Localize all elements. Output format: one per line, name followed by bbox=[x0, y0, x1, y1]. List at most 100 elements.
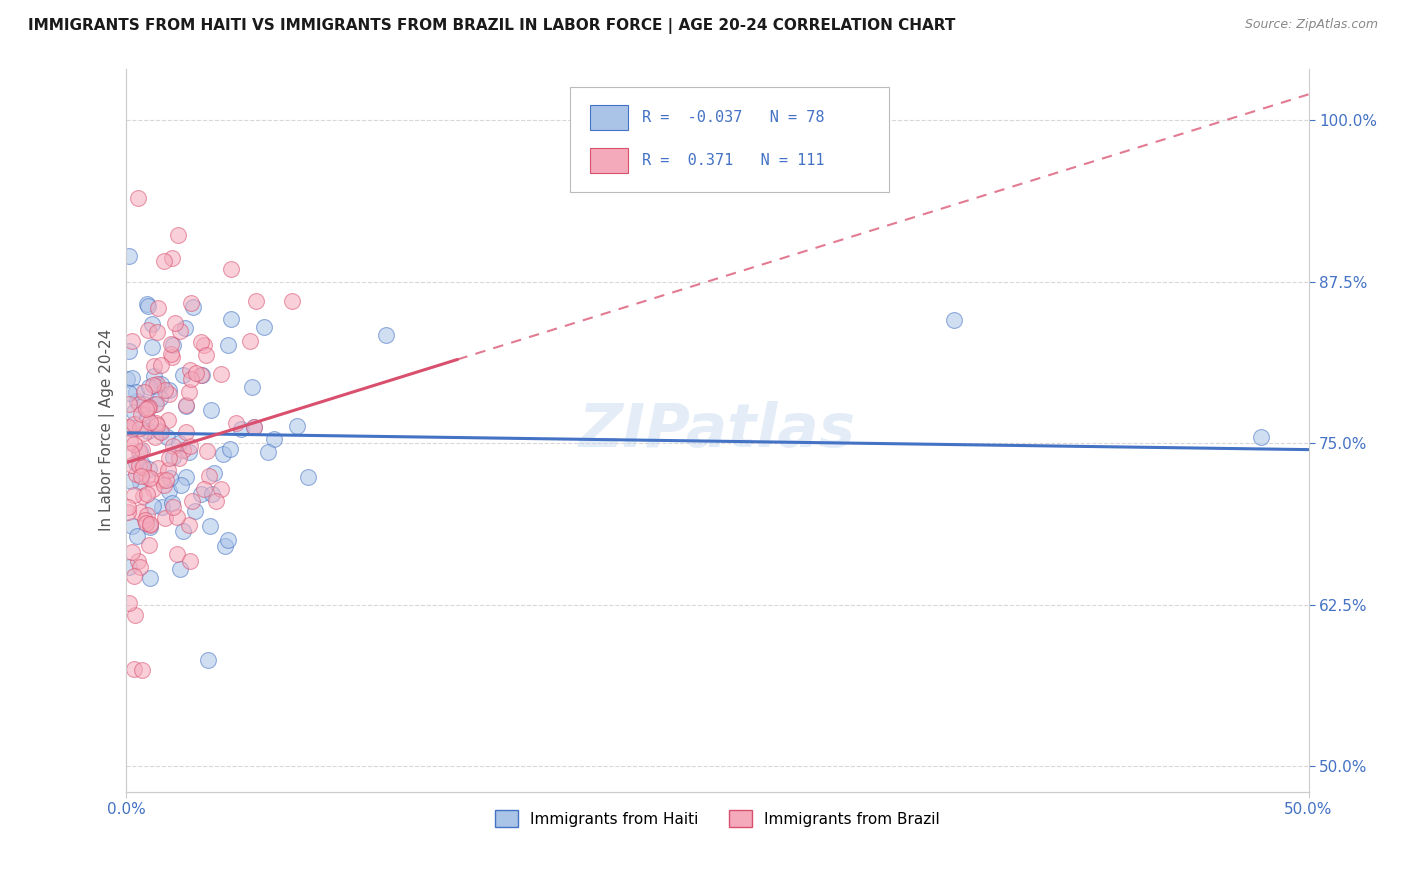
Point bbox=[129, 407, 152, 421]
Point bbox=[124, 456, 146, 470]
Point bbox=[176, 425, 198, 439]
Point bbox=[263, 432, 285, 446]
Point bbox=[242, 420, 264, 434]
Point bbox=[135, 469, 157, 483]
Point bbox=[117, 420, 139, 434]
Point bbox=[285, 419, 308, 434]
Point bbox=[198, 519, 221, 533]
Point bbox=[1250, 430, 1272, 444]
Point bbox=[120, 474, 142, 488]
Point bbox=[162, 251, 184, 265]
Point bbox=[150, 473, 173, 487]
Point bbox=[167, 435, 190, 450]
Point bbox=[142, 500, 165, 514]
Point bbox=[190, 334, 212, 349]
Point bbox=[118, 344, 141, 359]
Point bbox=[135, 487, 157, 501]
Point bbox=[129, 505, 152, 519]
Point bbox=[132, 384, 155, 399]
Point bbox=[157, 451, 180, 466]
Point bbox=[190, 487, 212, 501]
Point bbox=[117, 500, 139, 514]
Point bbox=[190, 368, 212, 382]
Point bbox=[172, 524, 194, 538]
Point bbox=[157, 383, 180, 397]
Point bbox=[157, 387, 180, 401]
Point bbox=[173, 321, 195, 335]
Point bbox=[245, 294, 267, 309]
Point bbox=[132, 459, 155, 474]
Point bbox=[139, 416, 162, 430]
Point bbox=[162, 500, 184, 515]
Point bbox=[205, 494, 228, 508]
Point bbox=[118, 596, 141, 610]
Point bbox=[157, 483, 180, 498]
Point bbox=[122, 405, 145, 419]
Point bbox=[129, 468, 152, 483]
Point bbox=[152, 253, 174, 268]
Point bbox=[121, 458, 143, 473]
Point bbox=[174, 470, 197, 484]
Point bbox=[167, 228, 190, 243]
Point bbox=[122, 417, 145, 432]
Point bbox=[195, 444, 218, 458]
Point bbox=[122, 437, 145, 451]
Point bbox=[193, 483, 215, 497]
Point bbox=[127, 191, 149, 205]
Text: R =  -0.037   N = 78: R = -0.037 N = 78 bbox=[643, 110, 824, 125]
Point bbox=[200, 403, 222, 417]
Point bbox=[149, 392, 172, 406]
Point bbox=[160, 496, 183, 510]
Point bbox=[124, 467, 146, 481]
Point bbox=[242, 419, 264, 434]
Point bbox=[139, 516, 162, 531]
Point bbox=[212, 447, 235, 461]
Point bbox=[145, 396, 167, 410]
Point bbox=[138, 380, 160, 394]
Point bbox=[149, 424, 172, 438]
Point bbox=[118, 249, 141, 263]
Point bbox=[156, 463, 179, 477]
Point bbox=[138, 538, 160, 552]
Point bbox=[136, 401, 159, 415]
Point bbox=[121, 371, 143, 385]
Point bbox=[124, 607, 146, 622]
Point bbox=[121, 422, 143, 436]
Point bbox=[131, 443, 153, 458]
Point bbox=[143, 368, 166, 383]
Point bbox=[194, 349, 217, 363]
Point bbox=[160, 350, 183, 364]
Point bbox=[117, 505, 139, 519]
Point bbox=[143, 396, 166, 410]
Point bbox=[166, 547, 188, 561]
Point bbox=[145, 379, 167, 393]
Point bbox=[135, 401, 157, 416]
Point bbox=[131, 457, 153, 471]
Point bbox=[139, 517, 162, 532]
Point bbox=[135, 516, 157, 530]
Point bbox=[253, 319, 276, 334]
Point bbox=[150, 425, 173, 439]
Point bbox=[128, 458, 150, 472]
Point bbox=[132, 397, 155, 411]
Point bbox=[202, 466, 225, 480]
Point bbox=[281, 294, 304, 309]
Point bbox=[197, 652, 219, 666]
Point bbox=[132, 489, 155, 503]
Text: Source: ZipAtlas.com: Source: ZipAtlas.com bbox=[1244, 18, 1378, 31]
Legend: Immigrants from Haiti, Immigrants from Brazil: Immigrants from Haiti, Immigrants from B… bbox=[488, 802, 948, 835]
Point bbox=[375, 328, 398, 343]
Text: ZIPatlas: ZIPatlas bbox=[579, 401, 856, 459]
Point bbox=[219, 261, 242, 276]
Point bbox=[179, 363, 201, 377]
Point bbox=[225, 416, 247, 430]
Point bbox=[139, 520, 162, 534]
Point bbox=[163, 316, 186, 330]
Point bbox=[218, 442, 240, 456]
Point bbox=[136, 425, 159, 439]
Point bbox=[174, 398, 197, 412]
Point bbox=[134, 513, 156, 527]
Point bbox=[138, 400, 160, 414]
Point bbox=[174, 399, 197, 413]
Point bbox=[135, 297, 157, 311]
